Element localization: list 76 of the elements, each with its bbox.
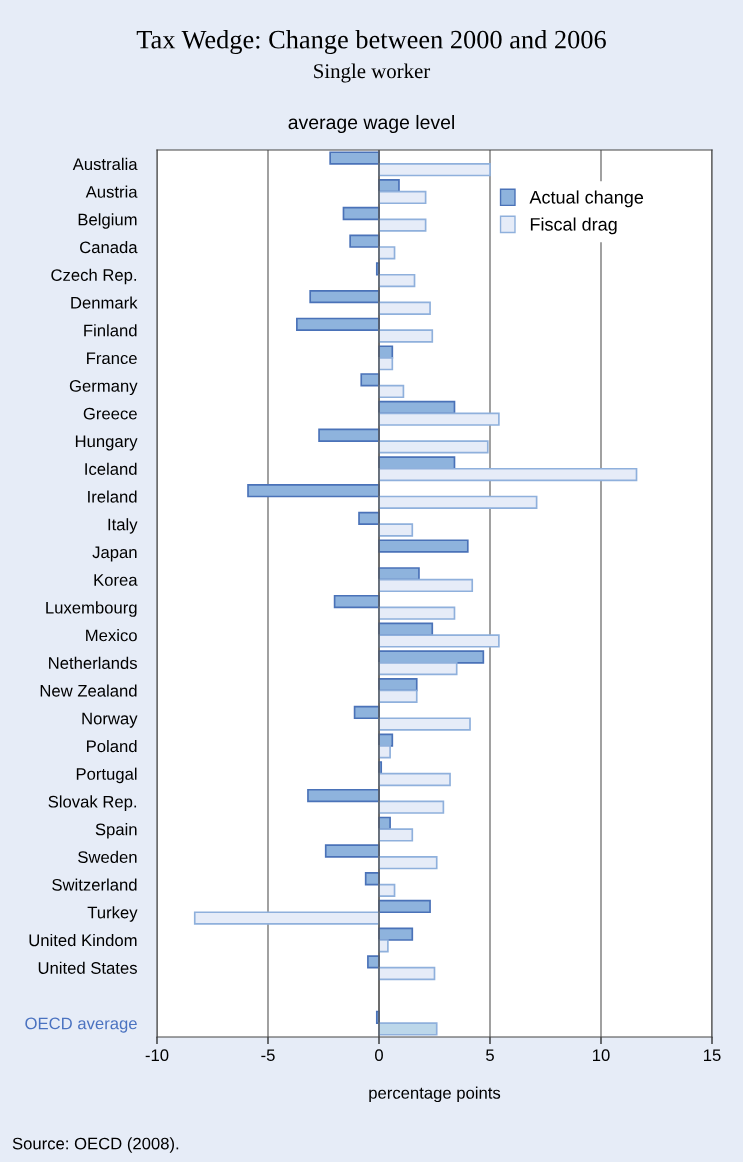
bar: [378, 329, 434, 343]
y-tick-label: Denmark: [71, 296, 138, 309]
x-tick-label: 15: [704, 1049, 721, 1062]
y-tick-label: Korea: [94, 574, 138, 586]
y-tick-label: France: [87, 352, 137, 365]
y-tick-label: OECD average: [25, 1017, 137, 1033]
bar: [329, 151, 380, 165]
y-tick-label: Poland: [87, 739, 137, 753]
bar: [378, 495, 538, 509]
y-tick-label: Belgium: [78, 213, 137, 229]
y-tick-label: United States: [38, 961, 137, 974]
bar: [309, 289, 380, 304]
x-tick-label: 0: [375, 1049, 383, 1062]
bar: [378, 523, 414, 537]
x-axis-title: percentage points: [369, 1086, 501, 1103]
y-tick-label: Mexico: [86, 629, 137, 642]
y-tick-label: Canada: [80, 240, 138, 254]
text: average wage level: [288, 114, 454, 134]
bar: [342, 206, 380, 221]
y-tick-label: Austria: [85, 185, 138, 198]
y-tick-label: Spain: [95, 823, 137, 839]
x-tick-label: 5: [486, 1049, 494, 1062]
x-tick-label: -10: [145, 1049, 169, 1062]
bar: [353, 705, 380, 720]
bar: [378, 218, 427, 232]
bar: [378, 440, 489, 454]
y-tick-label: Slovak Rep.: [48, 795, 137, 811]
bar: [318, 428, 380, 442]
y-tick-label: Germany: [69, 380, 138, 396]
bar: [247, 484, 380, 498]
bar: [378, 899, 431, 914]
bar: [367, 955, 380, 969]
y-tick-label: Luxembourg: [46, 601, 137, 617]
y-tick-label: Finland: [84, 324, 137, 337]
bar: [378, 539, 469, 553]
y-tick-label: Norway: [82, 712, 138, 728]
y-tick-label: Australia: [72, 157, 138, 171]
bar: [378, 384, 405, 399]
bar: [324, 844, 380, 858]
y-tick-label: Iceland: [85, 462, 137, 475]
y-tick-label: Greece: [83, 407, 137, 420]
y-tick-label: Hungary: [75, 435, 138, 451]
bar: [378, 1022, 438, 1036]
y-tick-label: Japan: [92, 546, 137, 562]
y-tick-label: United Kindom: [29, 933, 137, 947]
bar: [378, 800, 445, 814]
bar: [193, 911, 380, 925]
y-tick-label: Switzerland: [52, 878, 137, 891]
bar: [296, 317, 380, 332]
y-tick-label: Czech Rep.: [51, 268, 137, 285]
legend-label: Actual change: [529, 190, 644, 208]
bar: [378, 717, 471, 731]
bar: [378, 966, 436, 981]
bar: [378, 855, 438, 870]
x-tick-label: -5: [261, 1049, 275, 1062]
y-tick-label: Ireland: [88, 490, 137, 503]
bar: [378, 301, 431, 315]
source-note: Source: OECD (2008).: [12, 1137, 179, 1153]
chart-title: Tax Wedge: Change between 2000 and 2006: [136, 30, 606, 54]
bar: [358, 511, 380, 526]
y-tick-label: Italy: [108, 518, 138, 534]
legend-label: Fiscal drag: [530, 217, 617, 235]
y-tick-label: Sweden: [78, 850, 137, 864]
bar: [378, 273, 416, 288]
bar: [307, 788, 380, 803]
y-tick-label: New Zealand: [40, 684, 137, 697]
bar: [378, 163, 491, 177]
y-tick-label: Turkey: [87, 906, 138, 922]
bar: [360, 373, 380, 387]
chart-subtitle: Single worker: [314, 63, 431, 83]
bar: [333, 594, 380, 609]
y-tick-label: Portugal: [76, 767, 137, 784]
bar: [378, 606, 456, 620]
x-tick-label: 10: [593, 1049, 610, 1062]
bar: [349, 234, 380, 248]
y-tick-label: Netherlands: [49, 656, 137, 669]
